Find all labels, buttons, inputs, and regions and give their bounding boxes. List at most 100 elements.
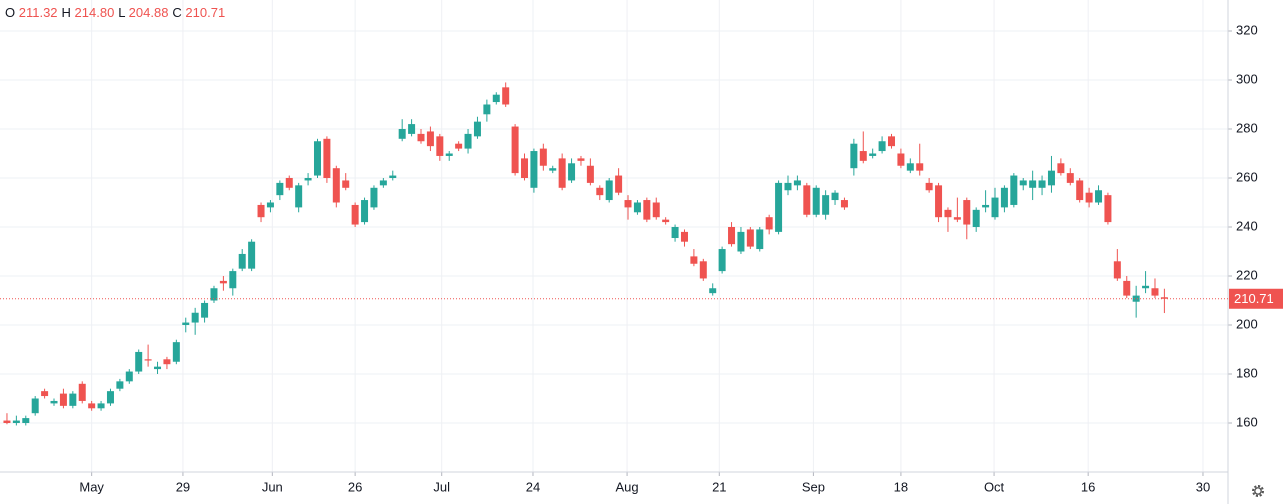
candle-body [398,128,406,139]
candle-body [1038,180,1046,188]
y-tick-label: 180 [1236,365,1258,380]
candle-body [22,418,30,423]
header-key: H [61,5,75,20]
candle-body [765,217,773,230]
candle-body [125,371,133,382]
candle-body [12,420,20,423]
y-tick-label: 220 [1236,267,1258,282]
candle-body [276,182,284,196]
candle-body [916,163,924,171]
last-price-label: 210.71 [1234,291,1274,306]
x-tick-label: 26 [348,479,362,494]
candle-body [304,177,312,181]
grid [0,0,1228,472]
gear-teeth [1252,485,1264,497]
x-tick-label: Sep [802,479,825,494]
candle-body [605,180,613,201]
candle-body [351,204,359,225]
candle-body [586,165,594,183]
candle-body [342,180,350,188]
candle-body [643,200,651,220]
candle-body [850,143,858,169]
candle-body [925,182,933,191]
candle-body [229,271,237,289]
candle-body [709,288,717,294]
candle-body [285,177,293,188]
candle-body [332,168,340,203]
y-tick-label: 260 [1236,169,1258,184]
candle-body [596,187,604,196]
candle-body [944,209,952,218]
header-value: 214.80 [74,5,115,20]
candle-body [859,151,867,161]
header-key: L [118,5,129,20]
candle-body [106,391,114,404]
candle-body [699,261,707,279]
candle-body [577,158,585,161]
candle-body [69,393,77,406]
settings-icon[interactable] [1252,485,1264,497]
candle-body [389,175,397,178]
candle-body [671,226,679,239]
candle-body [1019,180,1027,186]
candle-body [361,200,369,223]
header-key: O [5,5,19,20]
ohlc-header: O 211.32 H 214.80 L 204.88 C 210.71 [5,5,229,20]
candle-body [1123,280,1131,296]
candle-body [662,219,670,223]
candle-body [718,249,726,272]
candle-body [1132,295,1140,302]
candle-body [248,241,256,269]
candle-body [257,204,265,218]
candle-body [417,133,425,142]
candle-body [238,253,246,269]
candle-body [1000,187,1008,208]
candle-body [624,200,632,208]
header-value: 210.71 [185,5,226,20]
y-tick-label: 200 [1236,316,1258,331]
candle-body [201,302,209,318]
candle-body [266,202,274,208]
candle-body [690,256,698,264]
y-tick-label: 280 [1236,120,1258,135]
candle-body [31,398,39,414]
candle-body [756,229,764,250]
candle-body [135,351,143,372]
candle-body [1029,180,1037,188]
candle-body [906,163,914,171]
x-tick-label: 21 [712,479,726,494]
candle-body [953,217,961,220]
candle-body [1085,192,1093,203]
candle-body [1066,173,1074,183]
candle-body [379,180,387,186]
candle-body [1095,190,1103,203]
candle-body [746,229,754,247]
candle-body [963,200,971,225]
candle-body [840,200,848,208]
candle-body [323,138,331,178]
candle-body [822,195,830,215]
candle-body [182,322,190,325]
x-tick-label: 18 [894,479,908,494]
x-tick-label: May [79,479,104,494]
candle-body [172,342,180,362]
x-tick-label: Jul [433,479,450,494]
candle-body [191,312,199,323]
gear-body [1254,487,1262,495]
candle-body [972,209,980,227]
candle-body [59,393,67,406]
candle-body [539,148,547,166]
candle-body [793,180,801,186]
candle-body [295,185,303,208]
candle-body [97,403,105,409]
candle-body [737,231,745,252]
last-price-box [1229,288,1283,309]
candle-body [1142,285,1150,289]
candle-body [652,202,660,218]
candle-body [370,187,378,208]
x-tick-label: 24 [526,479,540,494]
candle-body [549,168,557,171]
y-tick-label: 160 [1236,414,1258,429]
